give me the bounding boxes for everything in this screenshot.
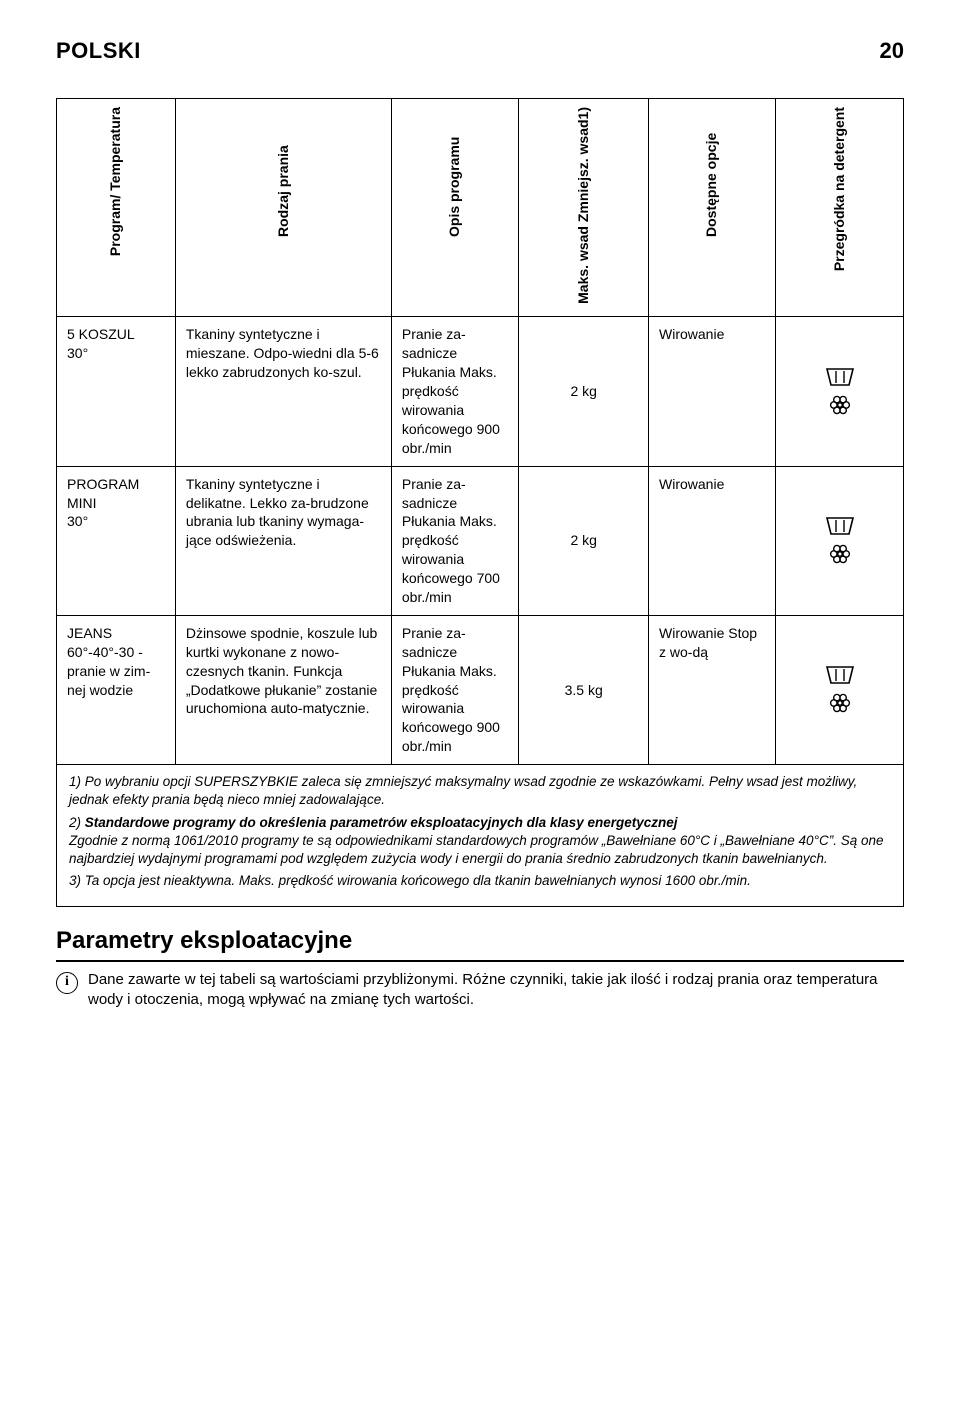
info-icon: i xyxy=(56,972,78,994)
cell-detergent xyxy=(776,317,904,466)
col-header-detergent: Przegródka na detergent xyxy=(776,98,904,317)
table-footnotes: 1) Po wybraniu opcji SUPERSZYBKIE zaleca… xyxy=(56,765,904,907)
table-row: 5 KOSZUL30° Tkaniny syntetyczne i miesza… xyxy=(57,317,904,466)
cell-options: Wirowanie Stop z wo-dą xyxy=(649,615,776,764)
cell-type: Tkaniny syntetyczne i delikatne. Lekko z… xyxy=(175,466,391,615)
section-heading: Parametry eksploatacyjne xyxy=(56,925,904,961)
table-header-row: Program/ Temperatura Rodzaj prania Opis … xyxy=(57,98,904,317)
info-block: i Dane zawarte w tej tabeli są wartościa… xyxy=(56,970,904,1011)
detergent-icons xyxy=(825,665,855,715)
cell-load: 3.5 kg xyxy=(519,615,649,764)
footnote: 3) Ta opcja jest nieaktywna. Maks. prędk… xyxy=(69,872,891,890)
programs-table: Program/ Temperatura Rodzaj prania Opis … xyxy=(56,98,904,765)
cell-load: 2 kg xyxy=(519,466,649,615)
cell-program: 5 KOSZUL30° xyxy=(57,317,176,466)
footnote: 1) Po wybraniu opcji SUPERSZYBKIE zaleca… xyxy=(69,773,891,809)
page-header: POLSKI 20 xyxy=(56,36,904,66)
detergent-icons xyxy=(825,367,855,417)
cell-desc: Pranie za-sadnicze Płukania Maks. prędko… xyxy=(391,615,518,764)
detergent-cup-icon xyxy=(825,665,855,685)
detergent-icons xyxy=(825,516,855,566)
cell-program: PROGRAM MINI30° xyxy=(57,466,176,615)
cell-detergent xyxy=(776,466,904,615)
cell-load: 2 kg xyxy=(519,317,649,466)
cell-program: JEANS60°-40°-30 - pranie w zim-nej wodzi… xyxy=(57,615,176,764)
cell-desc: Pranie za-sadnicze Płukania Maks. prędko… xyxy=(391,317,518,466)
col-header-program: Program/ Temperatura xyxy=(57,98,176,317)
cell-options: Wirowanie xyxy=(649,317,776,466)
cell-options: Wirowanie xyxy=(649,466,776,615)
cell-type: Tkaniny syntetyczne i mieszane. Odpo-wie… xyxy=(175,317,391,466)
detergent-cup-icon xyxy=(825,516,855,536)
page-number: 20 xyxy=(880,36,904,66)
col-header-options: Dostępne opcje xyxy=(649,98,776,317)
cell-desc: Pranie za-sadnicze Płukania Maks. prędko… xyxy=(391,466,518,615)
language-label: POLSKI xyxy=(56,36,141,66)
table-row: JEANS60°-40°-30 - pranie w zim-nej wodzi… xyxy=(57,615,904,764)
detergent-flower-icon xyxy=(828,393,852,417)
col-header-desc: Opis programu xyxy=(391,98,518,317)
footnote: 2) Standardowe programy do określenia pa… xyxy=(69,814,891,869)
col-header-type: Rodzaj prania xyxy=(175,98,391,317)
cell-type: Dżinsowe spodnie, koszule lub kurtki wyk… xyxy=(175,615,391,764)
detergent-flower-icon xyxy=(828,691,852,715)
cell-detergent xyxy=(776,615,904,764)
info-text: Dane zawarte w tej tabeli są wartościami… xyxy=(88,970,904,1011)
detergent-flower-icon xyxy=(828,542,852,566)
table-row: PROGRAM MINI30° Tkaniny syntetyczne i de… xyxy=(57,466,904,615)
detergent-cup-icon xyxy=(825,367,855,387)
col-header-load: Maks. wsad Zmniejsz. wsad1) xyxy=(519,98,649,317)
